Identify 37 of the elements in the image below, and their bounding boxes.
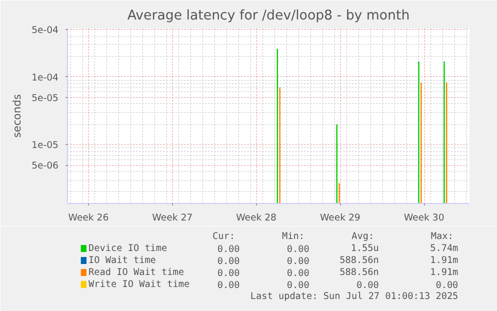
y-tick-label: 5e-06 (32, 160, 59, 172)
text: Cur: (212, 231, 235, 242)
legend-label: Read IO Wait time (88, 267, 184, 278)
text: 588.56n (340, 267, 379, 278)
y-tick-label: 1e-04 (32, 72, 59, 84)
text: 588.56n (340, 255, 379, 266)
text: 5.74m (430, 243, 459, 254)
text: 0.00 (286, 268, 310, 279)
y-axis-title: seconds (10, 94, 24, 138)
text: Last update: Sun Jul 27 01:00:13 2025 (250, 291, 458, 302)
text: Min: (282, 231, 304, 242)
legend-label: IO Wait time (88, 255, 156, 266)
text: 0.00 (286, 280, 310, 291)
text: Max: (430, 231, 454, 242)
legend-label: Device IO time (88, 243, 168, 254)
text: 0.00 (217, 244, 240, 255)
chart-title: Average latency for /dev/loop8 - by month (127, 8, 410, 24)
x-tick-label: Week 28 (236, 212, 277, 224)
text: 0.00 (436, 280, 459, 291)
text: 1.55u (350, 243, 379, 254)
x-tick-label: Week 26 (68, 212, 109, 224)
text: 1.91m (430, 267, 459, 278)
x-tick-label: Week 27 (152, 212, 193, 224)
y-tick-label: 5e-04 (32, 25, 59, 36)
text: 1.91m (430, 255, 459, 266)
text: 0.00 (286, 256, 310, 267)
x-tick-label: Week 30 (404, 212, 444, 224)
text: 0.00 (217, 256, 240, 267)
legend-label: Write IO Wait time (88, 279, 190, 290)
text: 0.00 (217, 268, 240, 279)
y-tick-label: 1e-05 (32, 140, 59, 152)
text: 0.00 (286, 244, 310, 255)
x-tick-label: Week 29 (320, 212, 360, 224)
text: 0.00 (356, 280, 380, 291)
y-tick-label: 5e-05 (32, 92, 59, 104)
text: Avg: (352, 231, 374, 242)
text: 0.00 (217, 280, 240, 291)
